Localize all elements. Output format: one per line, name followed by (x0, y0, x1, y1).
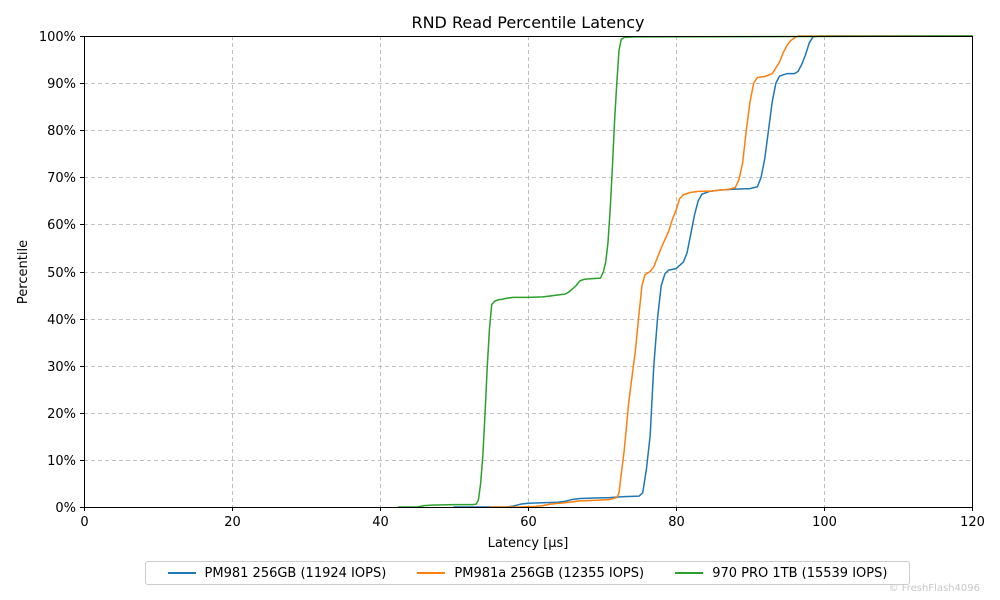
legend-item-pm981a: PM981a 256GB (12355 IOPS) (417, 566, 644, 581)
legend-swatch-970pro (675, 572, 704, 574)
y-tick-label: 20% (47, 407, 76, 422)
series-line-0 (453, 35, 973, 508)
x-axis-label: Latency [µs] (488, 536, 569, 551)
y-tick-label: 10% (47, 454, 76, 469)
series-line-1 (490, 35, 973, 508)
x-tick-label: 80 (668, 515, 685, 530)
y-tick-label: 90% (47, 77, 76, 92)
ticks: 0 20 40 60 80 100 120 0% 10% 20% 30% 40% 50% 60% 70% 80… (39, 30, 985, 530)
legend-item-pm981: PM981 256GB (11924 IOPS) (167, 565, 387, 581)
y-axis-label: Percentile (16, 240, 31, 304)
y-tick-label: 70% (47, 171, 76, 186)
legend-swatch-pm981a (417, 572, 446, 574)
grid (84, 36, 972, 507)
legend-label-pm981a: PM981a 256GB (12355 IOPS) (454, 565, 645, 581)
x-tick-label: 40 (372, 515, 389, 530)
series-lines (397, 35, 973, 508)
y-tick-label: 100% (39, 30, 76, 45)
x-tick-label: 120 (960, 515, 985, 530)
y-tick-label: 0% (55, 501, 76, 516)
y-tick-label: 80% (47, 124, 76, 139)
legend-label-pm981: PM981 256GB (11924 IOPS) (204, 565, 387, 581)
y-tick-label: 30% (47, 360, 76, 375)
y-tick-label: 50% (47, 266, 76, 281)
x-tick-label: 100 (812, 515, 837, 530)
legend-swatch-pm981 (167, 572, 196, 574)
y-tick-label: 60% (47, 218, 76, 233)
x-tick-label: 0 (80, 515, 88, 530)
legend-item-970pro: 970 PRO 1TB (15539 IOPS) (675, 566, 887, 581)
watermark: © FreshFlash4096 (888, 583, 980, 594)
series-line-2 (397, 35, 973, 508)
x-tick-label: 20 (224, 515, 241, 530)
x-tick-label: 60 (520, 515, 537, 530)
y-tick-label: 40% (47, 313, 76, 328)
legend-label-970pro: 970 PRO 1TB (15539 IOPS) (712, 565, 888, 581)
chart-title: RND Read Percentile Latency (411, 13, 644, 32)
legend: PM981 256GB (11924 IOPS) PM981a 256GB (1… (145, 561, 910, 585)
